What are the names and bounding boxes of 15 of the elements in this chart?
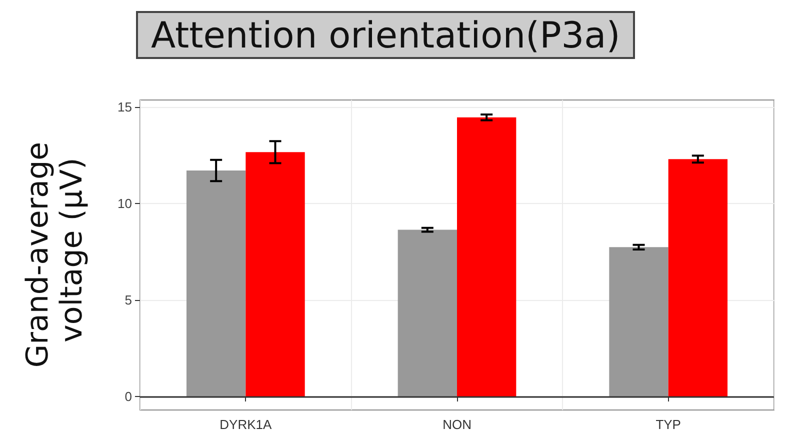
y-tick-label: 15 (118, 99, 132, 114)
y-axis-title: Grand-average voltage (μV) (20, 132, 90, 368)
bar (668, 159, 728, 396)
bar (457, 117, 516, 396)
x-tick-label: NON (442, 417, 472, 432)
bar (246, 152, 305, 396)
y-tick-label: 0 (124, 388, 132, 404)
y-tick-label: 5 (124, 292, 132, 308)
x-tick-label: DYRK1A (220, 417, 272, 432)
x-tick-label: TYP (656, 417, 681, 432)
bar (398, 230, 457, 396)
chart-title: Attention orientation(P3a) (151, 16, 620, 56)
bar (609, 247, 668, 396)
bar (186, 170, 246, 396)
y-tick-label: 10 (118, 196, 132, 211)
